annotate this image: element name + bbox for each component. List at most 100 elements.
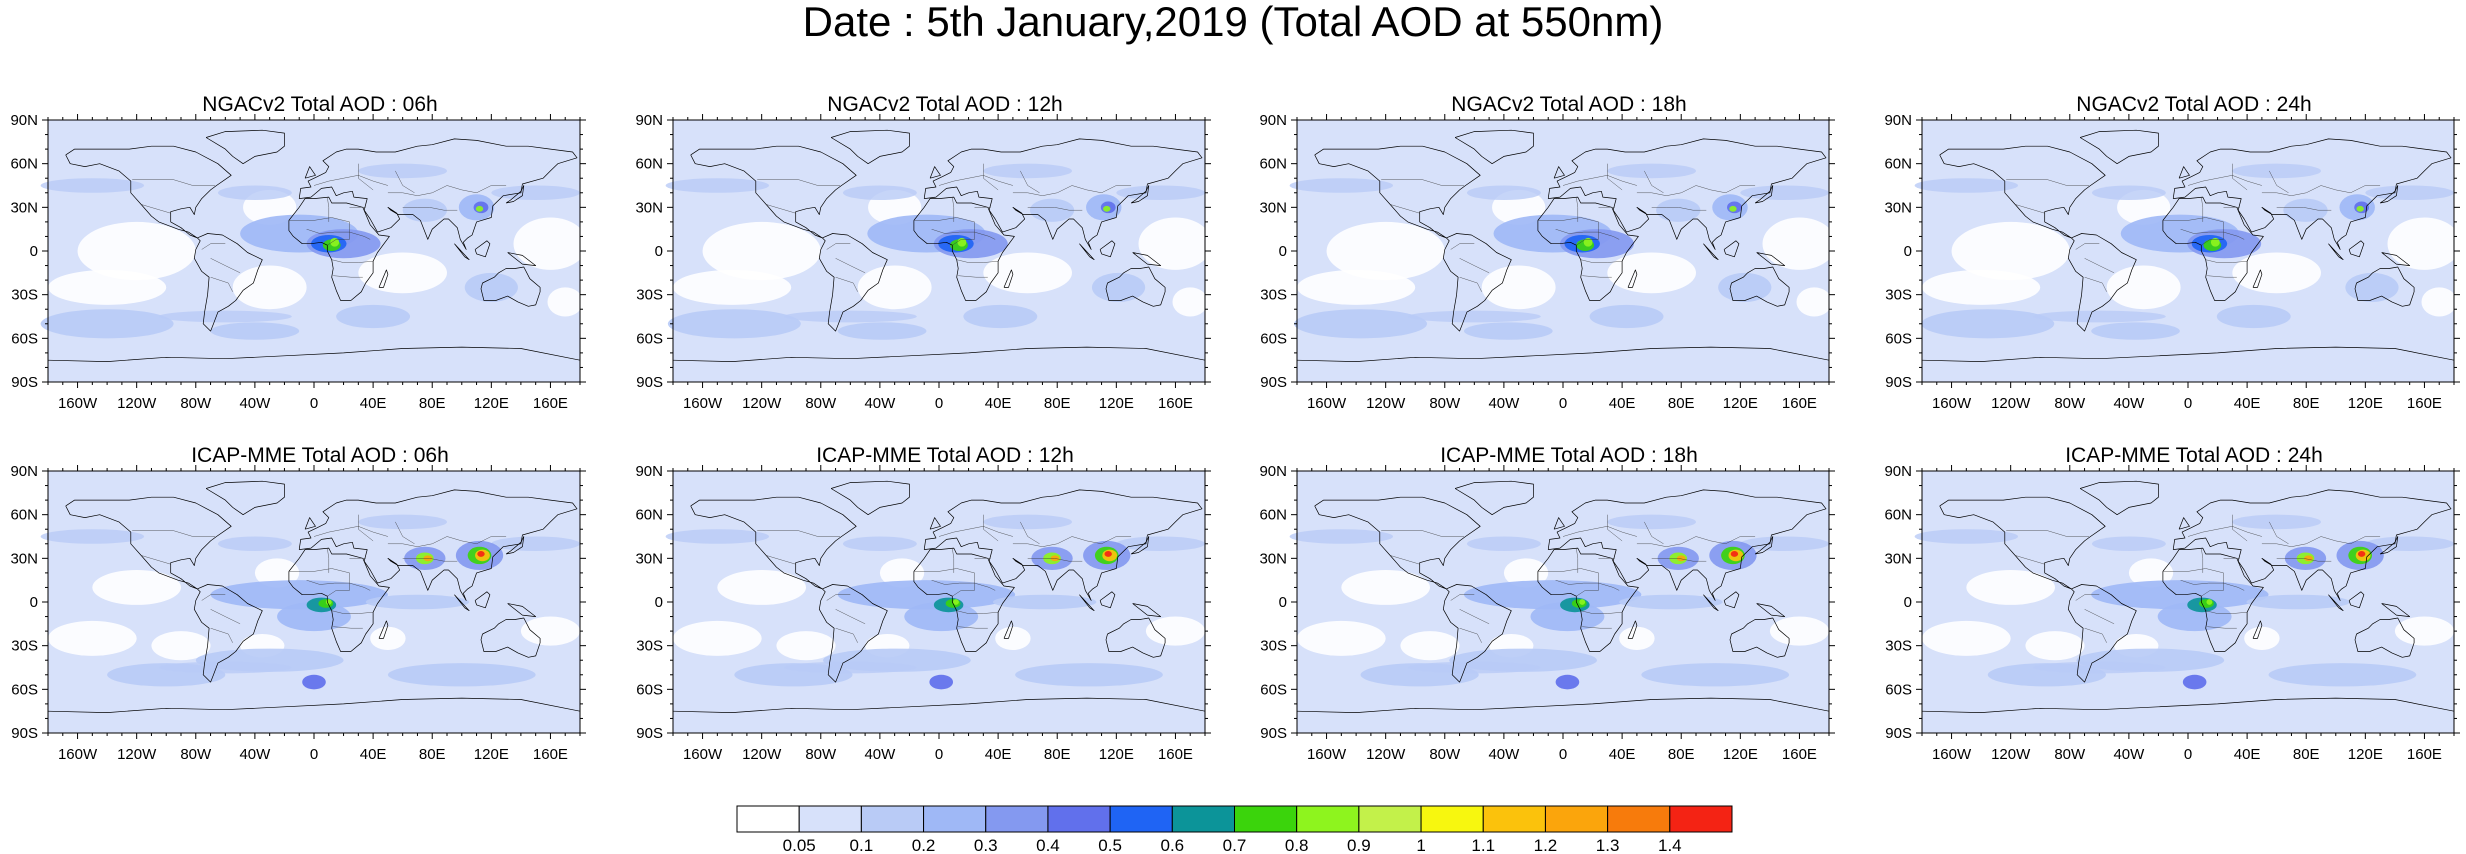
border-layer [757, 163, 1132, 292]
longitude-tick-label: 40E [985, 746, 1012, 763]
colorbar-swatch [985, 805, 1049, 833]
latitude-tick-label: 30N [10, 550, 38, 567]
latitude-tick-label: 30N [1259, 550, 1287, 567]
map-panel-ngacv2-18h: NGACv2 Total AOD : 18h 90N 60N 30N 0 30S 60S 90… [1249, 92, 1839, 422]
colorbar-swatch [923, 805, 987, 833]
latitude-tick-label: 90N [10, 112, 38, 129]
longitude-tick-label: 160E [1158, 395, 1193, 412]
longitude-tick-label: 80W [805, 746, 837, 763]
aod-world-map: 90N 60N 30N 0 30S 60S 90S 160W 120W 80W 40W 0 40E 80E… [1259, 112, 1837, 412]
longitude-tick-label: 160E [1782, 746, 1817, 763]
longitude-tick-label: 0 [310, 395, 318, 412]
longitude-tick-label: 120E [1723, 395, 1758, 412]
longitude-tick-label: 40E [985, 395, 1012, 412]
longitude-tick-label: 120W [1366, 746, 1406, 763]
coastline-layer [47, 129, 581, 362]
longitude-tick-label: 80W [1429, 746, 1461, 763]
colorbar-swatch [1296, 805, 1360, 833]
longitude-tick-label: 160W [683, 395, 723, 412]
longitude-tick-label: 80E [1668, 746, 1695, 763]
latitude-tick-label: 0 [1279, 594, 1287, 611]
longitude-tick-label: 80W [1429, 395, 1461, 412]
latitude-tick-label: 60N [1884, 156, 1912, 173]
longitude-tick-label: 40W [239, 395, 271, 412]
latitude-tick-label: 0 [1279, 243, 1287, 260]
latitude-tick-label: 0 [30, 594, 38, 611]
latitude-tick-label: 60N [635, 507, 663, 524]
colorbar-label: 0.6 [1160, 836, 1184, 854]
colorbar-label: 0.9 [1347, 836, 1371, 854]
longitude-tick-label: 40E [1609, 746, 1636, 763]
latitude-tick-label: 30S [1260, 287, 1287, 304]
aod-world-map: 90N 60N 30N 0 30S 60S 90S 160W 120W 80W 40W 0 40E 80E… [1259, 463, 1835, 763]
latitude-tick-label: 60N [1259, 507, 1287, 524]
latitude-tick-label: 60S [1885, 681, 1912, 698]
map-panel-icap-mme-24h: ICAP-MME Total AOD : 24h 90N 60N 30N 0 30S 60S… [1874, 443, 2464, 773]
longitude-tick-label: 0 [935, 395, 943, 412]
latitude-tick-label: 0 [1904, 243, 1912, 260]
longitude-tick-label: 120W [742, 395, 782, 412]
latitude-tick-label: 60N [10, 507, 38, 524]
longitude-tick-label: 160W [1307, 395, 1347, 412]
longitude-tick-label: 80W [180, 395, 212, 412]
colorbar-swatch [1669, 805, 1733, 833]
latitude-tick-label: 0 [1904, 594, 1912, 611]
border-layer [2006, 514, 2381, 643]
latitude-tick-label: 30N [1259, 199, 1287, 216]
panel-title: NGACv2 Total AOD : 24h [2076, 93, 2312, 116]
longitude-tick-label: 160W [1307, 746, 1347, 763]
colorbar-swatch [1109, 805, 1173, 833]
longitude-tick-label: 120E [1099, 746, 1134, 763]
latitude-tick-label: 90N [1259, 112, 1287, 129]
longitude-tick-label: 120E [2348, 395, 2383, 412]
map-panel-icap-mme-12h: ICAP-MME Total AOD : 12h 90N 60N 30N 0 30S 60S… [625, 443, 1215, 773]
longitude-tick-label: 0 [2184, 395, 2192, 412]
latitude-tick-label: 30S [1885, 638, 1912, 655]
border-layer [1381, 163, 1756, 292]
latitude-tick-label: 0 [655, 243, 663, 260]
coastline-layer [1921, 480, 2455, 713]
border-layer [2006, 163, 2381, 292]
longitude-tick-label: 120W [117, 395, 157, 412]
colorbar-label: 0.8 [1285, 836, 1309, 854]
colorbar-swatch [1234, 805, 1298, 833]
longitude-tick-label: 120E [2348, 746, 2383, 763]
longitude-tick-label: 0 [935, 746, 943, 763]
longitude-tick-label: 160W [683, 746, 723, 763]
latitude-tick-label: 90N [1884, 463, 1912, 480]
latitude-tick-label: 0 [655, 594, 663, 611]
latitude-tick-label: 60S [11, 330, 38, 347]
latitude-tick-label: 90N [1259, 463, 1287, 480]
latitude-tick-label: 60N [1884, 507, 1912, 524]
longitude-tick-label: 80W [2054, 746, 2086, 763]
latitude-tick-label: 60S [1885, 330, 1912, 347]
longitude-tick-label: 80W [180, 746, 212, 763]
aod-world-map: 90N 60N 30N 0 30S 60S 90S 160W 120W 80W 40W 0 40E 80E… [635, 463, 1211, 763]
colorbar-label: 1.1 [1471, 836, 1495, 854]
longitude-tick-label: 80E [2293, 395, 2320, 412]
longitude-tick-label: 160W [1932, 746, 1972, 763]
colorbar-label: 0.05 [783, 836, 816, 854]
longitude-tick-label: 40W [1488, 395, 1520, 412]
longitude-tick-label: 80E [1668, 395, 1695, 412]
latitude-tick-label: 30S [636, 287, 663, 304]
longitude-tick-label: 0 [1559, 395, 1567, 412]
longitude-tick-label: 160W [1932, 395, 1972, 412]
panel-title: NGACv2 Total AOD : 12h [827, 93, 1063, 116]
colorbar-swatch [1358, 805, 1422, 833]
colorbar-swatch [1171, 805, 1235, 833]
longitude-tick-label: 40W [864, 746, 896, 763]
aod-world-map: 90N 60N 30N 0 30S 60S 90S 160W 120W 80W 40W 0 40E 80E… [1884, 112, 2462, 412]
colorbar-swatch [1607, 805, 1671, 833]
longitude-tick-label: 0 [1559, 746, 1567, 763]
map-panel-icap-mme-18h: ICAP-MME Total AOD : 18h 90N 60N 30N 0 30S 60S… [1249, 443, 1839, 773]
longitude-tick-label: 80E [2293, 746, 2320, 763]
colorbar-swatch [860, 805, 925, 833]
latitude-tick-label: 90S [1260, 725, 1287, 742]
longitude-tick-label: 160W [58, 746, 98, 763]
colorbar-swatch [1544, 805, 1609, 833]
longitude-tick-label: 160E [1782, 395, 1817, 412]
latitude-tick-label: 90S [11, 374, 38, 391]
latitude-tick-label: 0 [30, 243, 38, 260]
panel-title: ICAP-MME Total AOD : 24h [2065, 444, 2323, 467]
